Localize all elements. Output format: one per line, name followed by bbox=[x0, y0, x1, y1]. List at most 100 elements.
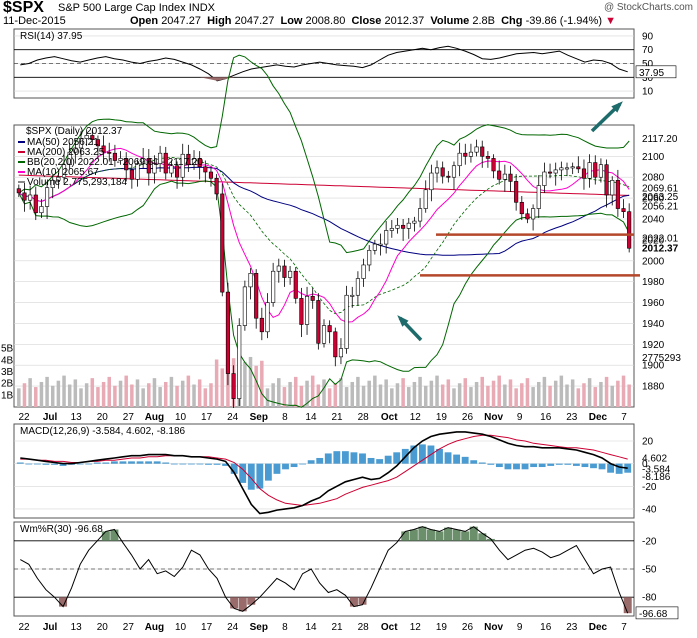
volume-bar bbox=[463, 378, 468, 407]
macd-histogram-bar bbox=[538, 463, 546, 468]
volume-bar bbox=[248, 356, 253, 407]
candle-up bbox=[56, 176, 61, 181]
price-right-label-4: 2022.01 bbox=[642, 233, 679, 244]
williams-overbought-shade bbox=[452, 529, 461, 541]
candle-down bbox=[220, 193, 225, 293]
macd-histogram-bar bbox=[350, 452, 358, 464]
candle-up bbox=[378, 243, 383, 246]
candle-up bbox=[248, 273, 253, 288]
price-xtick-6: 10 bbox=[175, 412, 187, 423]
macd-tick-2: -20 bbox=[642, 482, 657, 493]
volume-bar bbox=[525, 378, 530, 407]
candle-up bbox=[468, 151, 473, 157]
macd-histogram-bar bbox=[607, 463, 615, 473]
candle-down bbox=[316, 300, 321, 344]
macd-histogram-bar bbox=[128, 461, 135, 464]
macd-histogram-bar bbox=[581, 463, 589, 468]
volume-bar bbox=[203, 388, 208, 407]
candle-up bbox=[50, 180, 55, 188]
candle-up bbox=[242, 286, 247, 326]
candle-down bbox=[124, 158, 129, 171]
quote-date: 11-Dec-2015 bbox=[3, 15, 66, 27]
macd-last-label-1: -3.584 bbox=[642, 465, 671, 476]
macd-title: MACD(12,26,9) -3.584, 4.602, -8.186 bbox=[20, 426, 186, 437]
candle-up bbox=[237, 325, 242, 399]
rsi-oversold-shade bbox=[199, 77, 235, 81]
volume-bar bbox=[90, 378, 95, 407]
candle-up bbox=[61, 164, 67, 178]
williams-oversold-shade bbox=[59, 597, 68, 607]
candle-down bbox=[95, 139, 100, 147]
williams-oversold-shade bbox=[230, 597, 239, 609]
macd-histogram-bar bbox=[205, 463, 212, 465]
volume-bar bbox=[141, 388, 145, 407]
macd-histogram-bar bbox=[136, 461, 144, 464]
macd-histogram-bar bbox=[102, 462, 110, 464]
volume-bar bbox=[418, 376, 422, 407]
price-tick-3: 2040 bbox=[642, 215, 665, 226]
exchange: INDX bbox=[188, 2, 215, 14]
volume-bar bbox=[56, 380, 61, 407]
candle-down bbox=[129, 169, 134, 180]
candle-up bbox=[152, 163, 157, 174]
volume-bar bbox=[277, 378, 281, 407]
price-xtick-15: 12 bbox=[410, 412, 422, 423]
macd-line bbox=[20, 431, 628, 515]
price-right-label-0: 2117.20 bbox=[642, 134, 678, 145]
candle-down bbox=[146, 158, 151, 174]
volume-bar bbox=[118, 380, 123, 407]
candle-up bbox=[423, 189, 428, 209]
candle-up bbox=[570, 166, 575, 169]
candle-up bbox=[451, 165, 457, 178]
macd-tick-1: 0 bbox=[642, 459, 648, 470]
close-label: Close bbox=[351, 15, 382, 27]
macd-histogram-bar bbox=[572, 463, 580, 466]
candle-up bbox=[265, 302, 270, 333]
candle-down bbox=[604, 164, 609, 196]
price-right-label-2: 2063.25 bbox=[642, 192, 679, 203]
candle-up bbox=[531, 208, 536, 220]
williams-overbought-shade bbox=[461, 531, 470, 541]
macd-histogram-bar bbox=[530, 463, 538, 468]
candle-up bbox=[304, 295, 310, 325]
macd-tick-3: -40 bbox=[642, 504, 657, 515]
price-xtick-13: 28 bbox=[358, 412, 370, 423]
candle-up bbox=[457, 152, 462, 167]
volume-label: Volume bbox=[430, 15, 470, 27]
price-xtick-0: 22 bbox=[18, 412, 30, 423]
macd-histogram-bar bbox=[461, 456, 469, 464]
candle-down bbox=[497, 170, 502, 180]
price-annotation-arrow-head bbox=[397, 315, 409, 327]
candle-up bbox=[84, 135, 89, 139]
candle-up bbox=[564, 167, 570, 170]
volume-bar bbox=[395, 383, 400, 407]
candle-up bbox=[384, 230, 389, 245]
volume-bar bbox=[457, 383, 462, 407]
low-value: 2008.80 bbox=[305, 15, 346, 27]
candle-down bbox=[446, 175, 451, 178]
macd-histogram-bar bbox=[51, 463, 58, 465]
candle-up bbox=[78, 138, 84, 149]
candle-up bbox=[389, 228, 394, 231]
macd-histogram-bar bbox=[495, 463, 503, 468]
quote-summary: Open 2047.27 High 2047.27 Low 2008.80 Cl… bbox=[130, 15, 616, 27]
price-tick-0: 2100 bbox=[642, 152, 665, 163]
candle-up bbox=[429, 172, 434, 191]
candle-up bbox=[141, 158, 146, 164]
macd-histogram-bar bbox=[393, 452, 401, 464]
williams-tick-1: -50 bbox=[642, 565, 657, 576]
volume-value: 2.8B bbox=[472, 15, 495, 27]
candle-down bbox=[621, 208, 626, 212]
volume-bar bbox=[84, 383, 89, 407]
bottom-xtick-7: 17 bbox=[201, 622, 213, 633]
bottom-xtick-22: Dec bbox=[589, 622, 608, 633]
rsi-tick-3: 30 bbox=[642, 73, 654, 84]
price-right-label-3: 2056.21 bbox=[642, 202, 679, 213]
candle-up bbox=[610, 180, 615, 196]
volume-bar bbox=[271, 383, 275, 407]
candle-up bbox=[418, 208, 423, 222]
bottom-xtick-12: 21 bbox=[331, 622, 343, 633]
volume-bar bbox=[480, 376, 484, 407]
candle-down bbox=[214, 177, 219, 195]
bottom-xtick-5: Aug bbox=[145, 622, 164, 633]
